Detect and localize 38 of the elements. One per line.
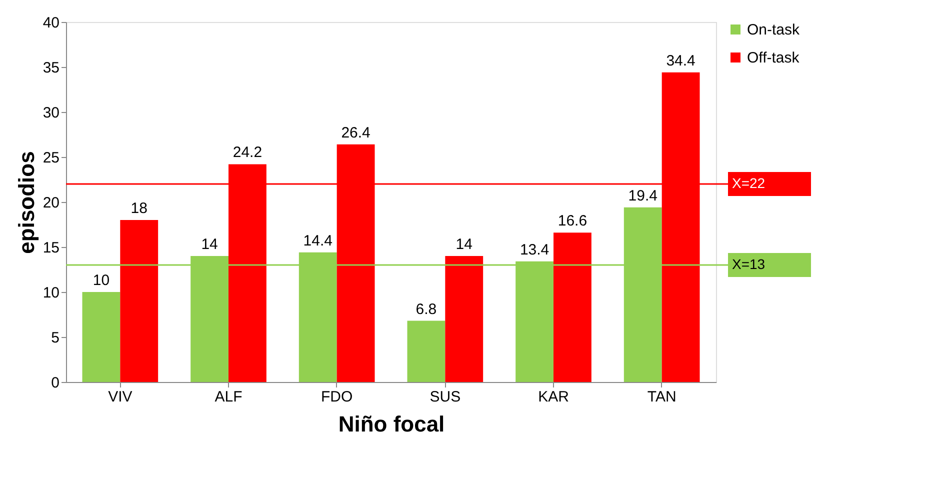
x-tick-label: FDO — [320, 388, 353, 406]
data-label: 19.4 — [628, 187, 658, 204]
x-tick-label: VIV — [108, 388, 132, 406]
data-label: 24.2 — [232, 144, 262, 162]
data-label: 26.4 — [341, 124, 370, 142]
bar — [554, 232, 592, 382]
data-label: 13.4 — [520, 241, 550, 258]
y-tick-label: 5 — [51, 330, 60, 346]
data-label: 10 — [92, 272, 110, 289]
y-tick-label: 35 — [42, 60, 60, 76]
x-tick-label: KAR — [538, 388, 570, 406]
y-tick-label: 20 — [42, 194, 60, 212]
bar — [82, 292, 120, 382]
data-label: 14.4 — [303, 232, 332, 250]
ref-line-label: X=22 — [732, 175, 766, 191]
ref-line-label: X=13 — [732, 256, 766, 272]
data-label: 18 — [130, 200, 148, 217]
legend-label: Off-task — [747, 50, 800, 66]
y-tick-label: 25 — [42, 150, 60, 166]
y-tick-label: 10 — [42, 284, 60, 302]
legend-label: On-task — [747, 22, 800, 38]
x-tick-label: ALF — [214, 388, 242, 406]
y-axis-title: episodios — [14, 151, 39, 254]
y-tick-label: 30 — [42, 104, 60, 122]
y-tick-label: 0 — [51, 374, 60, 392]
x-tick-label: TAN — [647, 388, 676, 406]
bar — [445, 256, 484, 382]
data-label: 14 — [201, 236, 218, 253]
x-axis-title: Niño focal — [338, 412, 445, 436]
data-label: 14 — [456, 236, 472, 253]
data-label: 16.6 — [558, 212, 588, 230]
data-label: 6.8 — [416, 300, 437, 318]
bar — [407, 320, 446, 382]
y-tick-label: 40 — [42, 14, 60, 32]
y-tick-label: 15 — [42, 240, 60, 256]
x-tick-label: SUS — [430, 388, 461, 406]
data-label: 34.4 — [666, 52, 696, 70]
bar — [120, 220, 158, 382]
